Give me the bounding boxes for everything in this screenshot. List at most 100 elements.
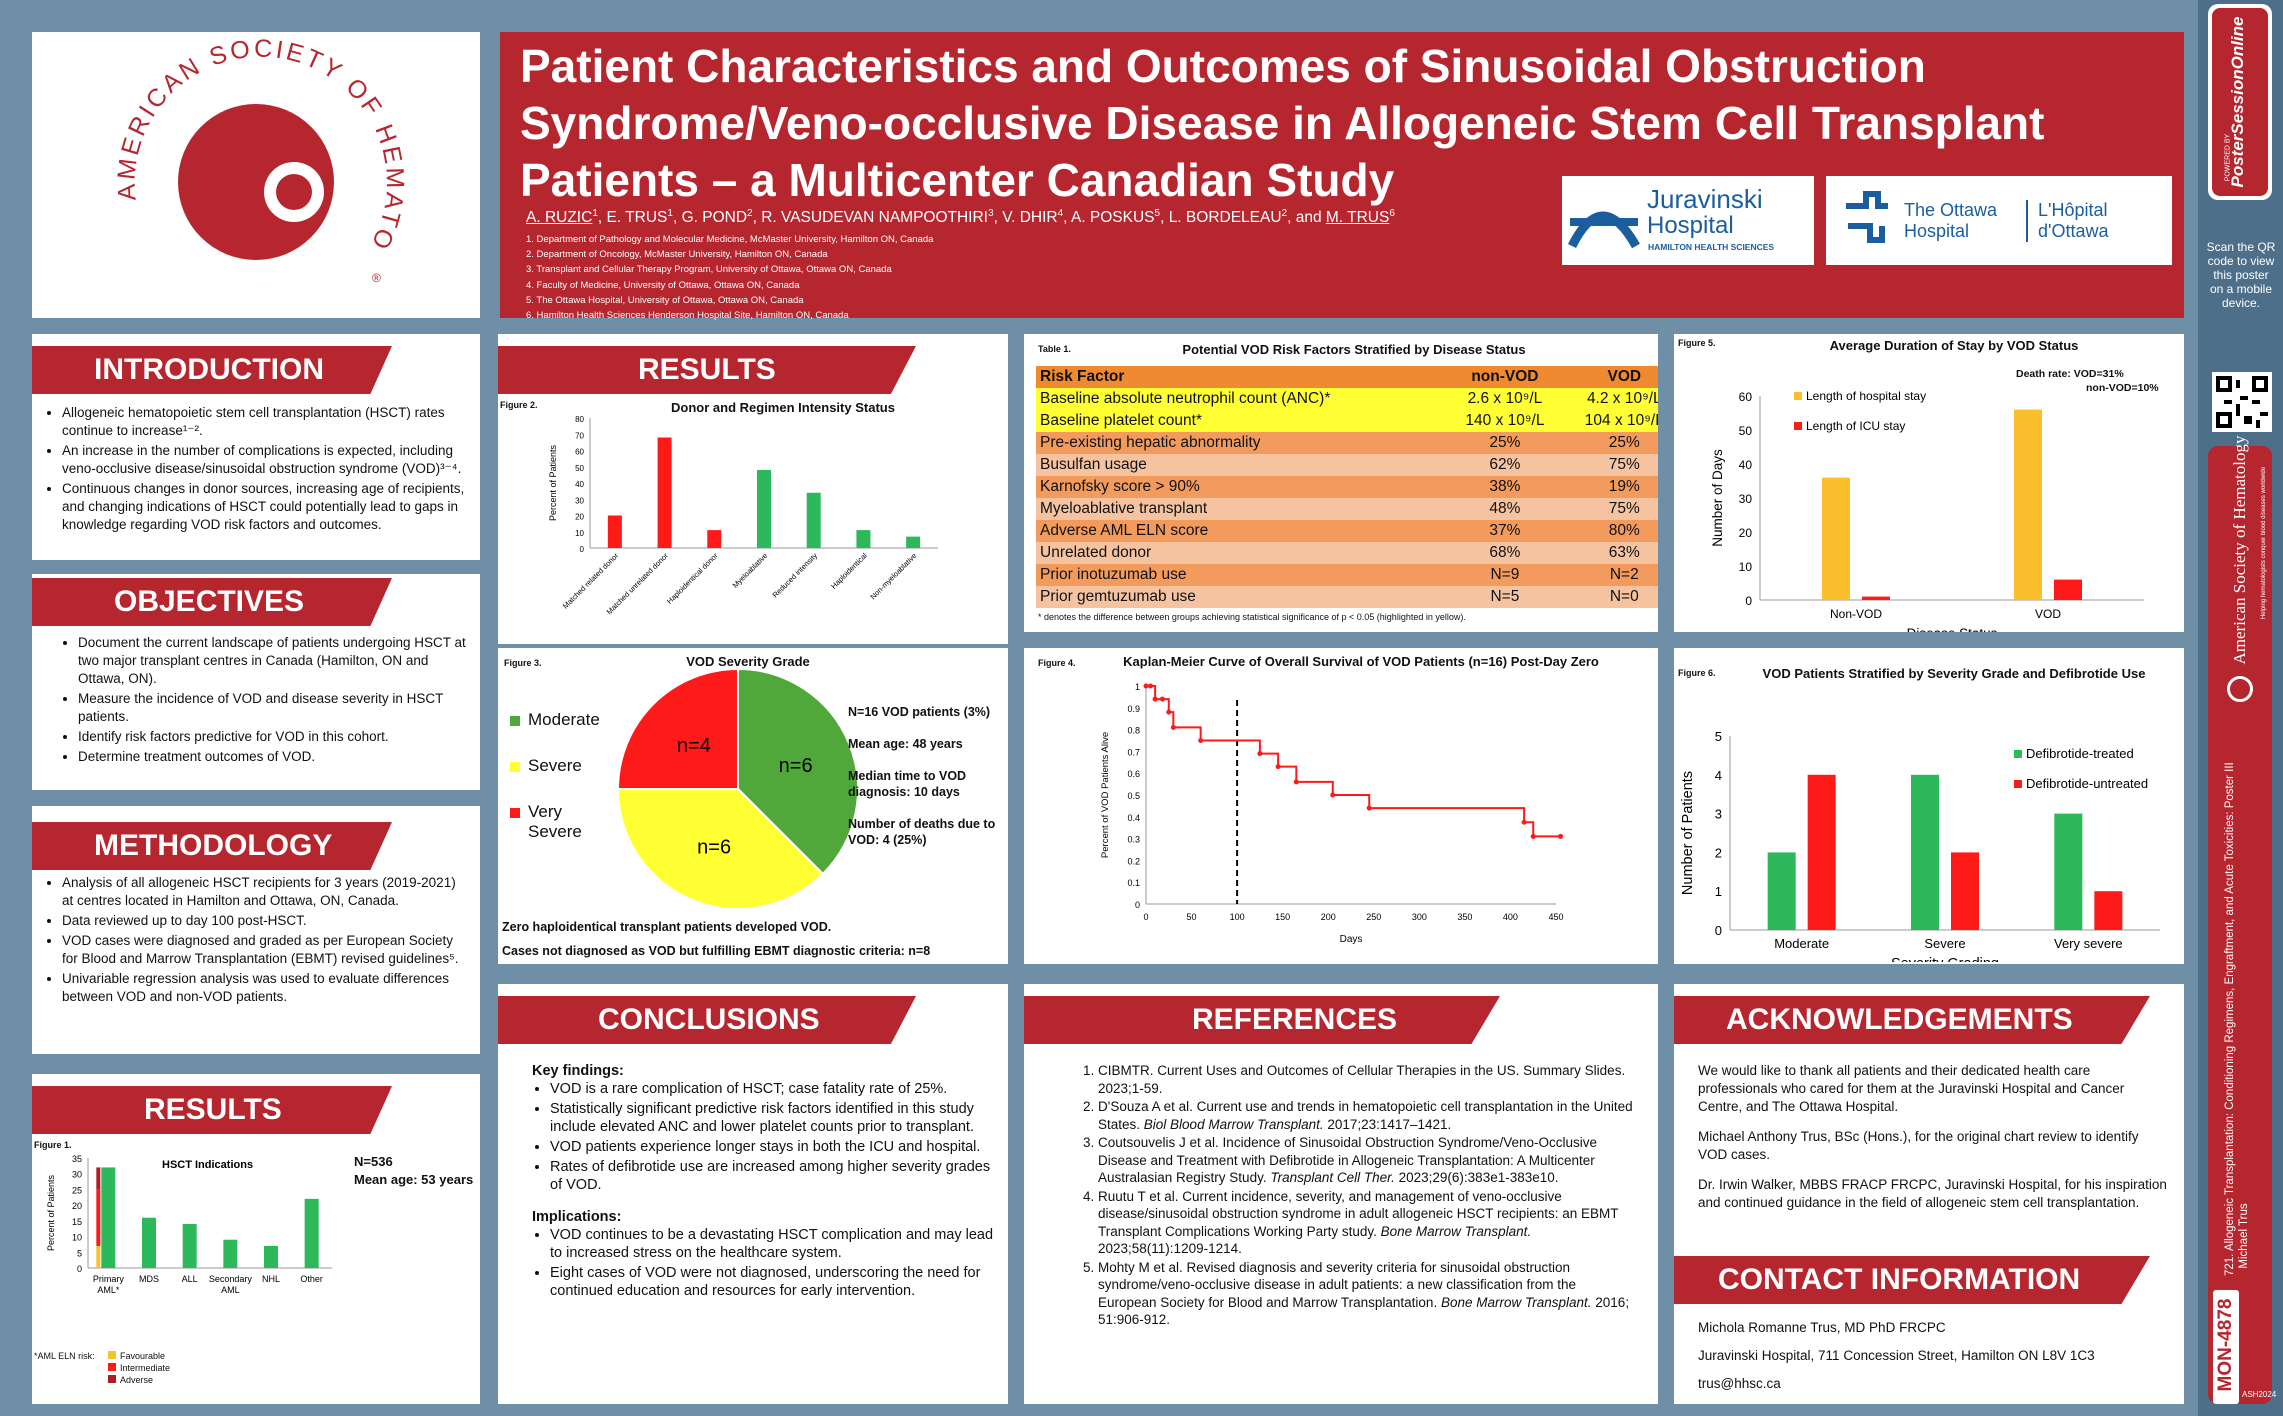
legend-swatch — [2014, 780, 2022, 788]
figure5-chart: 0 10 20 30 40 50 60 Non-VOD VOD Disease Status Num… — [1710, 389, 2144, 632]
author-superscript: 2 — [747, 208, 753, 219]
y-tick-label: 20 — [72, 1201, 82, 1211]
x-tick-label: Non-myeloablative — [868, 551, 918, 601]
x-tick-label: AML — [221, 1285, 240, 1295]
author-superscript: 2 — [1281, 208, 1288, 219]
figure2-chart: 0 10 20 30 40 50 60 70 80 Percent of Patients Matc… — [548, 415, 938, 616]
table-cell: Pre-existing hepatic abnormality — [1040, 434, 1261, 451]
survival-point — [1170, 724, 1176, 730]
table-cell: N=9 — [1490, 566, 1520, 583]
legend-label: Favourable — [120, 1351, 166, 1361]
legend-label: Length of hospital stay — [1806, 389, 1926, 403]
y-tick-label: 0 — [1135, 900, 1140, 910]
x-tick-label: 100 — [1230, 912, 1245, 922]
objective-item: Measure the incidence of VOD and disease… — [78, 690, 474, 726]
affiliation-list: 1. Department of Pathology and Molecular… — [526, 232, 1426, 323]
y-tick-label: 35 — [72, 1154, 82, 1164]
table-header-row: Risk Factor non-VOD VOD — [1036, 366, 1658, 388]
author-name: A. RUZIC — [526, 209, 593, 227]
y-tick-label: 10 — [1739, 560, 1753, 574]
table-header-cell: non-VOD — [1471, 368, 1539, 385]
figure3-notes: N=16 VOD patients (3%) Mean age: 48 years… — [848, 704, 1004, 864]
reference-text: CIBMTR. Current Uses and Outcomes of Cel… — [1098, 1063, 1626, 1096]
bar-defibrotide-treated — [2054, 813, 2083, 930]
x-tick-label: Myeloablative — [731, 551, 770, 590]
x-tick-label: AML* — [97, 1285, 120, 1295]
survival-point — [1275, 764, 1281, 770]
legend-swatch — [108, 1375, 116, 1383]
table-cell: Baseline platelet count* — [1040, 412, 1203, 429]
x-tick-label: Haploidentical donor — [665, 551, 720, 606]
key-finding-item: Statistically significant predictive ris… — [550, 1100, 996, 1136]
figure1-label: Figure 1. — [34, 1140, 72, 1150]
table-row: Baseline platelet count* 140 x 10⁹/L 104 x… — [1036, 410, 1658, 432]
table-cell: 80% — [1608, 522, 1640, 539]
juravinski-name-1: Juravinski — [1647, 184, 1763, 214]
objective-item: Identify risk factors predictive for VOD… — [78, 728, 474, 746]
figure3-slice-label: n=6 — [697, 837, 731, 859]
reference-text: 2016; 51:906-912. — [1098, 1294, 1630, 1328]
author-separator: , — [993, 209, 1003, 227]
table-row: Busulfan usage 62% 75% — [1036, 454, 1658, 476]
reference-text: 2023;58(11):1209-1214. — [1098, 1241, 1242, 1256]
objective-item: Document the current landscape of patien… — [78, 634, 474, 688]
figure1-chart: HSCT Indications 0 5 10 15 20 25 30 35 Percent of… — [46, 1154, 332, 1295]
y-tick-label: 30 — [575, 496, 584, 505]
contact-email[interactable]: trus@hhsc.ca — [1698, 1376, 1781, 1391]
qr-code[interactable] — [2212, 372, 2272, 432]
x-tick-label: 50 — [1187, 912, 1197, 922]
introduction-text: Allogeneic hematopoietic stem cell trans… — [38, 404, 468, 536]
y-tick-label: 10 — [72, 1233, 82, 1243]
references-panel: REFERENCES CIBMTR. Current Uses and Outc… — [1024, 984, 1658, 1404]
reference-item: D'Souza A et al. Current use and trends … — [1098, 1098, 1636, 1133]
figure3-footer-2: Cases not diagnosed as VOD but fulfillin… — [502, 944, 931, 958]
figure4-title: Kaplan-Meier Curve of Overall Survival o… — [1123, 654, 1599, 669]
figure6-panel: Figure 6. VOD Patients Stratified by Sev… — [1674, 648, 2184, 964]
survival-point — [1366, 805, 1372, 811]
introduction-item: Continuous changes in donor sources, inc… — [62, 480, 468, 534]
affiliation-item: 5. The Ottawa Hospital, University of Ot… — [526, 294, 804, 306]
bar-defibrotide-untreated — [2094, 891, 2123, 930]
author-separator: , — [1063, 209, 1071, 227]
y-tick-label: 0 — [77, 1264, 82, 1274]
y-tick-label: 30 — [72, 1170, 82, 1180]
x-tick-label: Moderate — [1774, 936, 1829, 951]
table-cell: 75% — [1608, 456, 1640, 473]
acknowledgements-panel: ACKNOWLEDGEMENTS We would like to thank … — [1674, 984, 2184, 1256]
table1-label: Table 1. — [1038, 344, 1071, 354]
figure2-bar — [856, 530, 871, 548]
author-separator: , and — [1287, 209, 1326, 227]
x-tick-label: NHL — [262, 1274, 280, 1284]
results-left-heading: RESULTS — [32, 1086, 392, 1134]
figure5-panel: Figure 5. Average Duration of Stay by VO… — [1674, 334, 2184, 632]
table-cell: Karnofsky score > 90% — [1040, 478, 1200, 495]
reference-journal: Biol Blood Marrow Transplant. — [1143, 1116, 1324, 1132]
reference-item: Mohty M et al. Revised diagnosis and sev… — [1098, 1259, 1636, 1329]
contact-name: Michola Romanne Trus, MD PhD FRCPC — [1698, 1320, 1946, 1335]
y-tick-label: 60 — [575, 448, 584, 457]
figure6-label: Figure 6. — [1678, 668, 1716, 678]
author-name: G. POND — [681, 209, 748, 227]
y-axis-label: Percent of Patients — [548, 444, 558, 521]
table-cell: 25% — [1489, 434, 1521, 451]
table-cell: Busulfan usage — [1040, 456, 1147, 473]
methodology-text: Analysis of all allogeneic HSCT recipien… — [38, 874, 470, 1008]
table-cell: Prior inotuzumab use — [1040, 566, 1187, 583]
legend-label: Defibrotide-untreated — [2026, 776, 2148, 791]
objective-item: Determine treatment outcomes of VOD. — [78, 748, 474, 766]
figure3-note: N=16 VOD patients (3%) — [848, 705, 991, 719]
qr-instructions: Scan the QR code to view this poster on … — [2206, 240, 2276, 310]
y-tick-label: 0.9 — [1127, 704, 1140, 714]
figure1-note-age: Mean age: 53 years — [354, 1172, 474, 1187]
x-axis-label: Disease Status — [1907, 626, 1998, 632]
figure1-bar — [182, 1224, 197, 1268]
figure3-legend-item: Moderate — [510, 710, 610, 730]
legend-swatch — [2014, 750, 2022, 758]
figure3-legend: Moderate Severe Very Severe — [510, 710, 610, 868]
x-tick-label: 250 — [1366, 912, 1381, 922]
qr-code-icon — [2216, 376, 2268, 428]
title-banner — [500, 32, 2184, 318]
x-tick-label: 0 — [1143, 912, 1148, 922]
survival-point — [1166, 709, 1172, 715]
pso-logo-box[interactable]: PosterSessionOnline POWERED BY — [2208, 4, 2272, 200]
